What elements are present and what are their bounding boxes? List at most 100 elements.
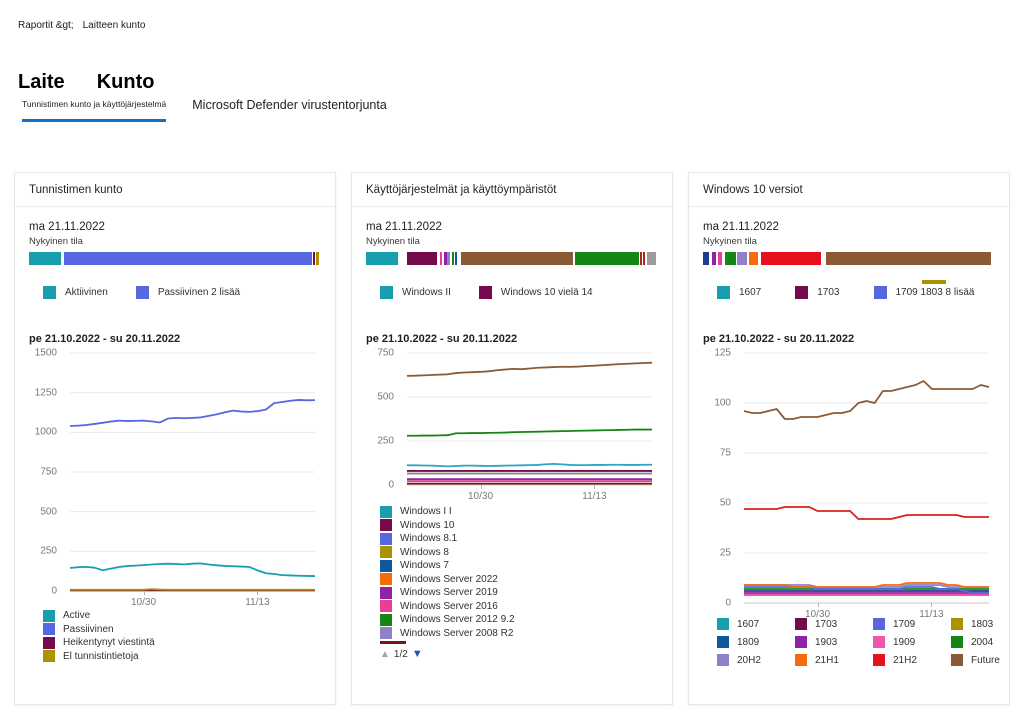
x-axis-tick [931,603,933,607]
legend-item-windows-i-i[interactable]: Windows I I [380,505,658,519]
segment-windows-server-2012[interactable] [452,252,455,265]
chart-plot[interactable]: 10/30 11/13 [407,353,652,502]
legend-item-windows-server-2012-9-2[interactable]: Windows Server 2012 9.2 [380,613,658,627]
legend-label: 1709 1803 8 lisää [895,287,975,298]
legend-item-2004[interactable]: 2004 [951,635,1009,649]
segment-21h1[interactable] [748,252,758,265]
status-stacked-bar[interactable] [29,252,321,265]
legend-item-future[interactable]: Future [951,653,1009,667]
page-down-button[interactable]: ▼ [411,648,423,660]
legend-item-aktiivinen[interactable]: Aktiivinen [43,286,108,299]
segment-windows-11[interactable] [366,252,398,265]
legend-item-active[interactable]: Active [43,609,321,623]
breadcrumb-reports[interactable]: Raportit &gt; [18,20,74,31]
tab-defender-antivirus[interactable]: Microsoft Defender virustentorjunta [192,98,387,112]
y-axis-label: 125 [714,347,731,359]
active-line[interactable] [70,563,315,576]
segment-windows-10[interactable] [407,252,437,265]
legend-item-windows-ii[interactable]: Windows II [380,286,451,299]
legend-item-windows-server-2008-r2[interactable]: Windows Server 2008 R2 [380,627,658,641]
status-stacked-bar[interactable] [703,252,995,265]
legend-item-windows-10[interactable]: Windows 10 [380,519,658,533]
segment-windows-server-2008-r2[interactable] [447,252,451,265]
legend-item-passiivinen-2-lis-[interactable]: Passiivinen 2 lisää [135,286,240,299]
segment-windows-server-2016[interactable] [439,252,443,265]
legend-swatch [380,546,392,559]
legend-item-passiivinen[interactable]: Passiivinen [43,623,321,637]
cards-row: Tunnistimen kunto ma 21.11.2022 Nykyinen… [14,172,1010,705]
legend-item-21h1[interactable]: 21H1 [795,653,869,667]
page-up-button[interactable]: ▲ [380,648,390,660]
legend-item-1909[interactable]: 1909 [873,635,947,649]
legend-swatch [380,559,392,572]
segment-red-1[interactable] [639,252,643,265]
trend-chart: 750 500 250 0 10/30 11/13 [366,348,658,502]
bar-gap [446,252,448,265]
segment-future[interactable] [825,252,991,265]
legend-label: 1903 [815,636,838,648]
x-axis-tick [594,485,596,489]
legend-swatch [951,618,963,630]
legend-item-1703[interactable]: 1703 [795,617,869,631]
segment-21h2[interactable] [760,252,821,265]
legend-item-20h2[interactable]: 20H2 [717,653,791,667]
segment-20h2[interactable] [737,252,747,265]
brown-line[interactable] [407,363,652,376]
segment-passiivinen[interactable] [63,252,312,265]
1709-line[interactable] [744,587,989,593]
segment-aktiivinen[interactable] [29,252,61,265]
segment-red-2[interactable] [643,252,645,265]
chart-plot[interactable]: 10/30 11/13 [70,353,315,608]
legend-item-el-tunnistintietoja[interactable]: El tunnistintietoja [43,650,321,664]
legend-swatch [380,600,392,613]
legend-label: 21H2 [893,654,917,666]
x-axis-tick [257,591,259,595]
page-title-word1: Laite [18,71,65,94]
y-axis-label: 25 [719,547,731,559]
segment-1903[interactable] [711,252,717,265]
legend-item-windows-10-viel-14[interactable]: Windows 10 vielä 14 [478,286,593,299]
legend-item-1709-1803-8-lis-[interactable]: 1709 1803 8 lisää [873,280,975,299]
legend-item-1607[interactable]: 1607 [717,617,791,631]
21h1-line[interactable] [744,583,989,587]
segment-windows-server-2019[interactable] [443,252,447,265]
legend-swatch [380,286,393,299]
segment-2004[interactable] [724,252,736,265]
chart-plot[interactable]: 10/30 11/13 [744,353,989,620]
x-axis-label: 11/13 [919,609,944,620]
segment-large-brown[interactable] [460,252,574,265]
segment-1809[interactable] [703,252,710,265]
green-line[interactable] [407,430,652,436]
segment-ei-tunnistintietoja[interactable] [316,252,320,265]
bar-gap [638,252,640,265]
legend-item-heikentynyt-viestint-[interactable]: Heikentynyt viestintä [43,636,321,650]
tab-sensor-health[interactable]: Tunnistimen kunto ja käyttöjärjestelmä [22,99,167,122]
legend-item-21h2[interactable]: 21H2 [873,653,947,667]
segment-heikentynyt[interactable] [313,252,316,265]
legend-item-windows-server-2022[interactable]: Windows Server 2022 [380,573,658,587]
legend-item-windows-server-2016[interactable]: Windows Server 2016 [380,600,658,614]
x-axis-tick [143,591,145,595]
passiivinen-line[interactable] [70,400,315,426]
legend-swatch [43,636,55,649]
21h2-line[interactable] [744,507,989,519]
legend-item-1903[interactable]: 1903 [795,635,869,649]
ei-tunnistintietoja-line[interactable] [70,589,315,590]
legend-swatch [873,636,885,648]
legend-item-1607[interactable]: 1607 [717,286,761,299]
status-stacked-bar[interactable] [366,252,658,265]
future-line[interactable] [744,381,989,419]
legend-item-1703[interactable]: 1703 [795,286,840,299]
legend-item-1809[interactable]: 1809 [717,635,791,649]
segment-gray[interactable] [646,252,657,265]
segment-1909[interactable] [717,252,723,265]
legend-item-windows-8-1[interactable]: Windows 8.1 [380,532,658,546]
legend-item-windows-8[interactable]: Windows 8 [380,546,658,560]
legend-item-windows-server-2019[interactable]: Windows Server 2019 [380,586,658,600]
legend-item-1709[interactable]: 1709 [873,617,947,631]
windows-11-line[interactable] [407,464,652,466]
segment-windows-7[interactable] [455,252,458,265]
segment-large-green[interactable] [574,252,639,265]
legend-item-windows-7[interactable]: Windows 7 [380,559,658,573]
legend-item-1803[interactable]: 1803 [951,617,1009,631]
